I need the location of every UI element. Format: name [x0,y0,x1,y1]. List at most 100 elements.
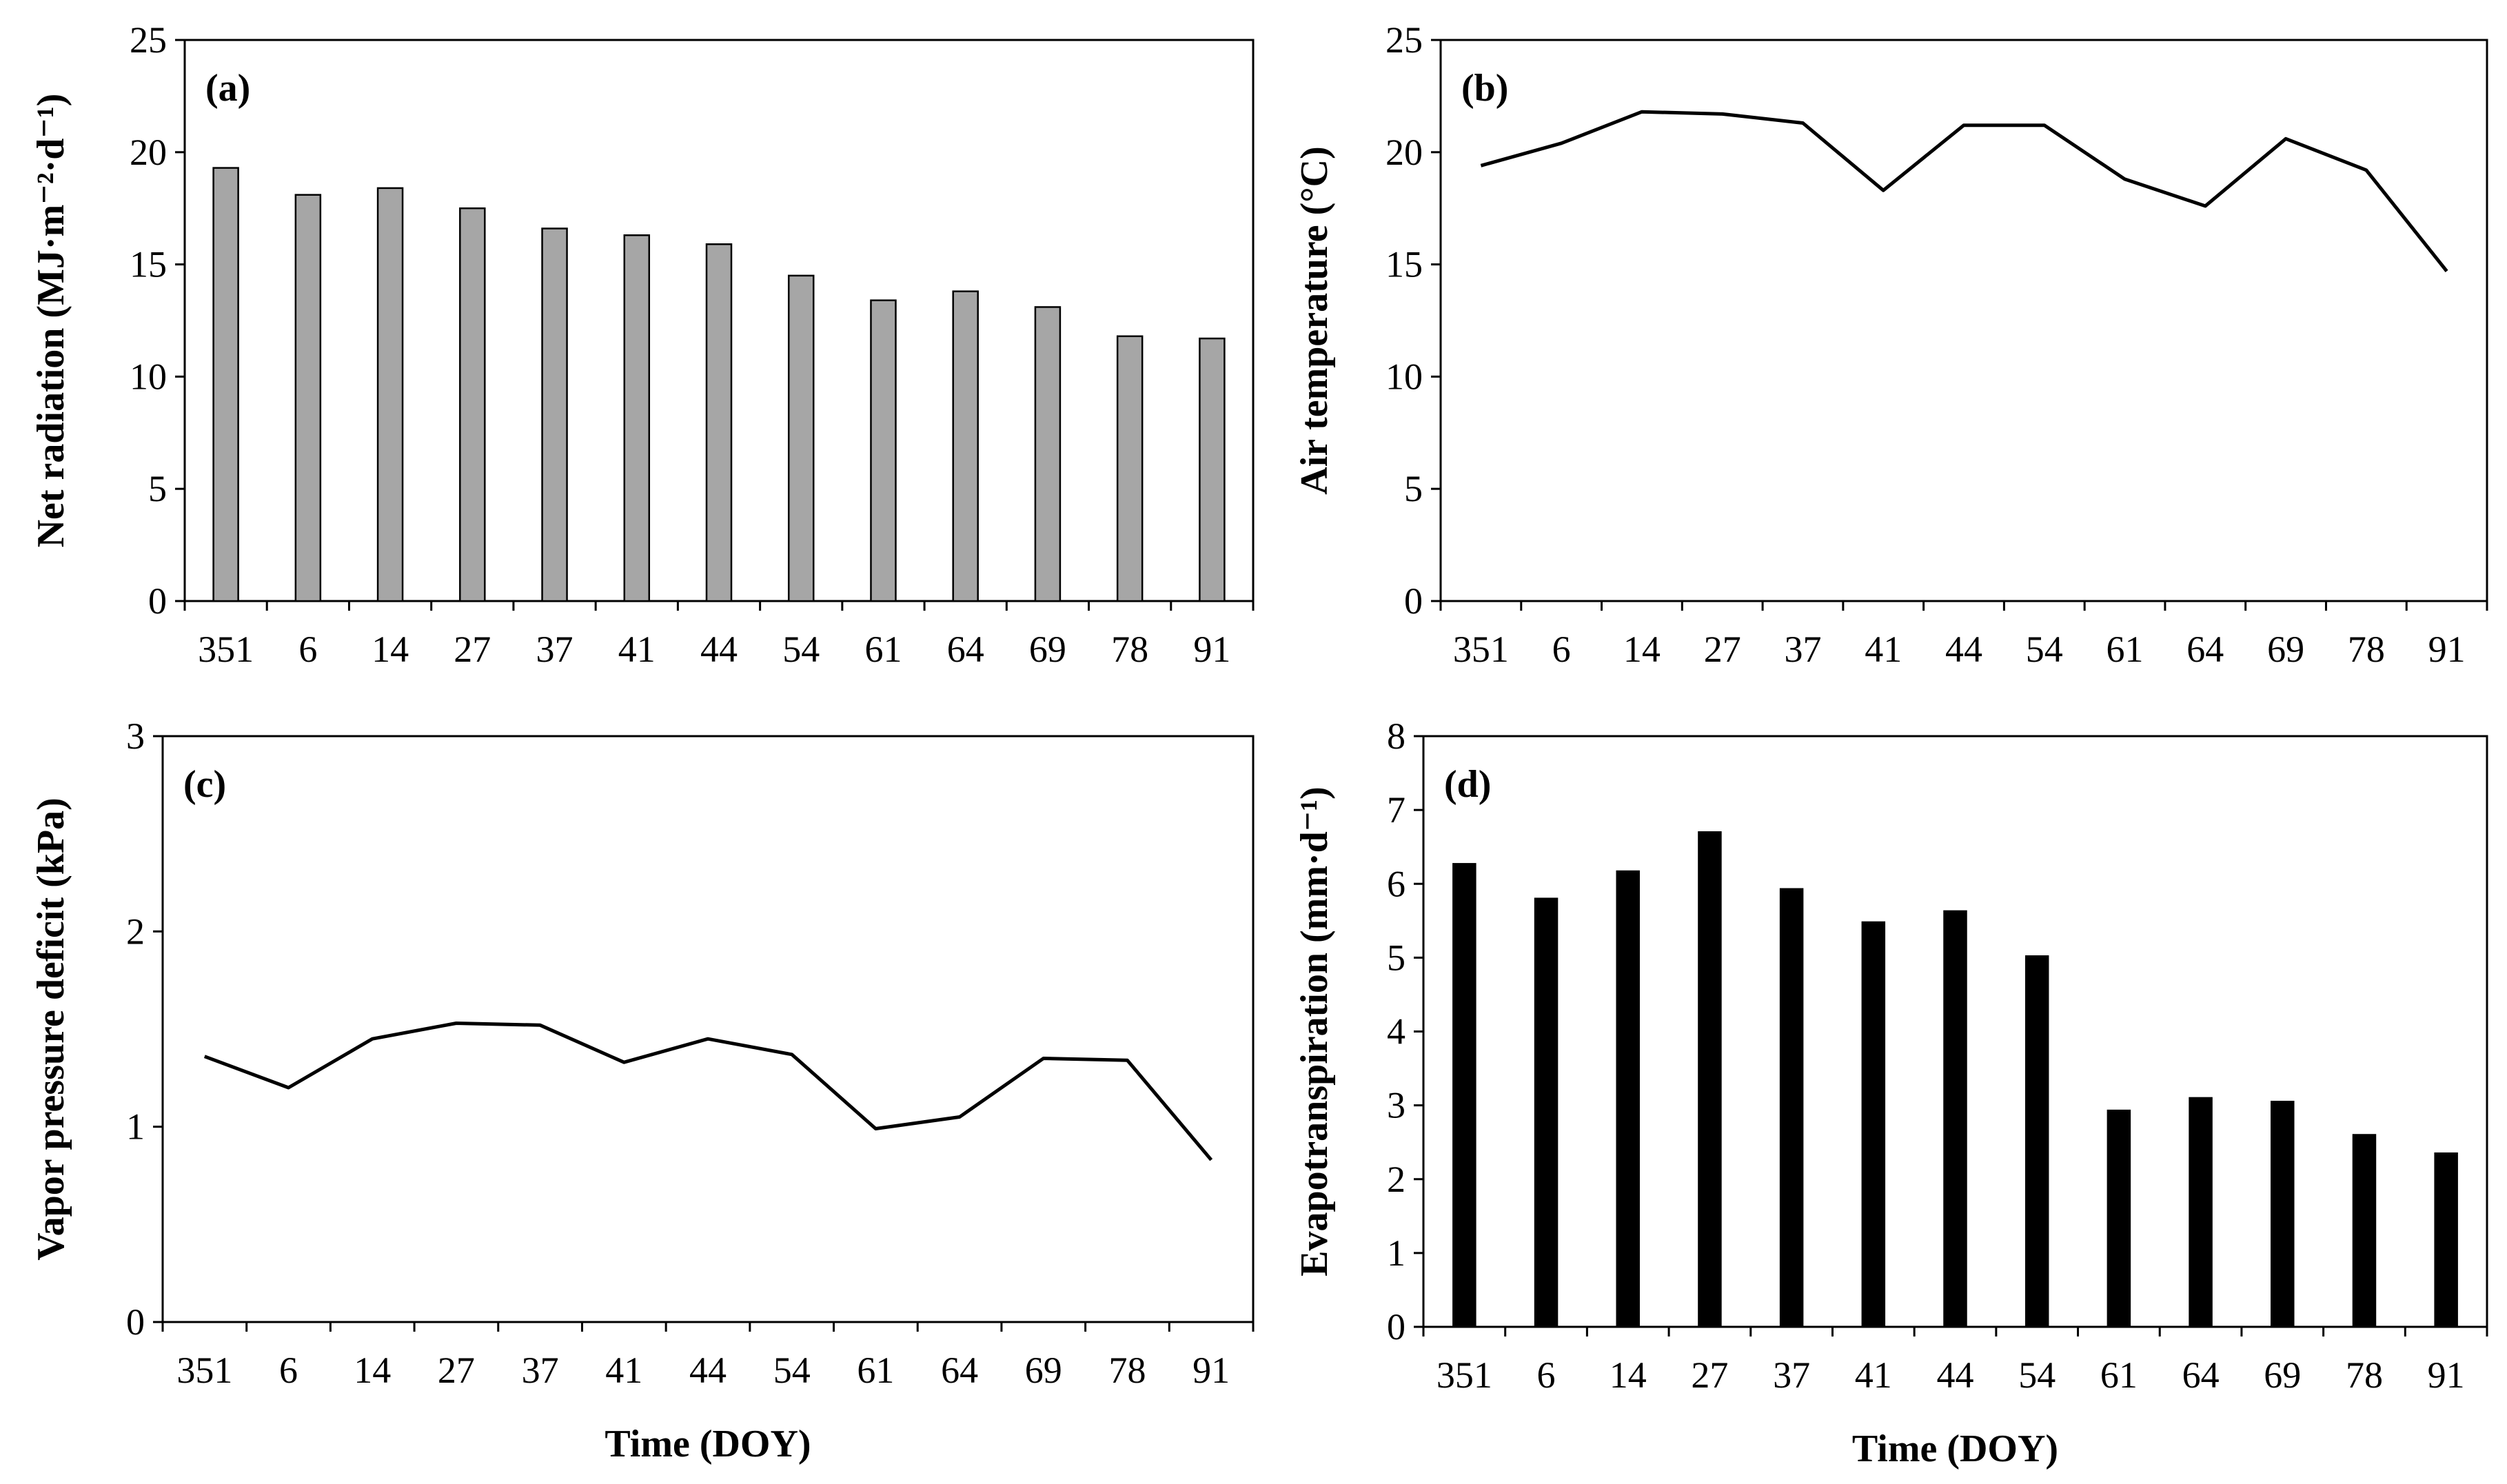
x-tick-label: 6 [298,629,317,670]
x-tick-label: 37 [1784,629,1821,670]
y-tick-label: 25 [1386,19,1423,61]
bar [2024,955,2049,1328]
y-tick-label: 4 [1387,1011,1405,1053]
x-tick-label: 37 [1773,1354,1810,1396]
bar [870,299,897,602]
x-tick-label: 44 [1937,1354,1974,1396]
x-tick-label: 6 [1552,629,1571,670]
bar [787,274,815,602]
panel-label: (a) [205,67,250,110]
x-tick-label: 27 [1691,1354,1728,1396]
y-tick-label: 3 [1387,1085,1405,1126]
bar [1452,863,1476,1328]
y-tick-label: 15 [130,244,167,285]
x-tick-label: 78 [2348,629,2385,670]
bar [1943,910,1967,1328]
x-tick-label: 69 [1025,1350,1062,1391]
y-tick-label: 10 [1386,356,1423,397]
x-tick-label: 44 [1945,629,1982,670]
y-tick-label: 8 [1387,715,1405,757]
panel-label: (c) [183,763,226,806]
bar [1034,306,1062,602]
x-tick-label: 351 [176,1350,232,1391]
x-tick-label: 91 [1192,1350,1230,1391]
x-tick-label: 54 [2018,1354,2056,1396]
bar [1534,897,1559,1328]
x-tick-label: 41 [1855,1354,1892,1396]
panel-label: (b) [1461,67,1508,110]
y-tick-label: 0 [1404,580,1423,622]
bar [2107,1109,2131,1328]
y-tick-label: 2 [1387,1159,1405,1200]
x-tick-label: 69 [2267,629,2304,670]
y-tick-label: 5 [148,468,167,509]
bar [212,167,239,602]
y-tick-label: 2 [126,911,145,952]
bar [541,227,568,602]
bar [2434,1152,2458,1328]
series-line [1480,110,2448,272]
y-tick-label: 5 [1404,468,1423,509]
bar [459,207,486,602]
x-tick-label: 64 [947,629,984,670]
panel-a: 0 5 10 15 20 25 351 6 14 27 37 41 44 54 61 64 69 78 91 (a) N… [30,19,1255,670]
bar [1698,831,1722,1328]
y-tick-label: 25 [130,19,167,61]
y-tick-label: 10 [130,356,167,397]
x-tick-label: 351 [1437,1354,1492,1396]
x-tick-label: 351 [198,629,254,670]
x-tick-label: 41 [605,1350,642,1391]
x-tick-label: 91 [2428,629,2466,670]
x-tick-label: 91 [1193,629,1230,670]
x-tick-label: 61 [2100,1354,2138,1396]
panel-c: 0 1 2 3 351 6 14 27 37 41 44 54 61 64 69 78 91 (c) Vapor p… [30,715,1255,1465]
x-axis-label: Time (DOY) [605,1423,811,1465]
x-tick-label: 37 [536,629,574,670]
panel-b: 0 5 10 15 20 25 351 6 14 27 37 41 44 54 61 64 69 78 91 (b) A… [1293,19,2488,670]
x-tick-label: 6 [279,1350,298,1391]
y-tick-label: 3 [126,715,145,757]
bar [952,290,979,602]
bar [1616,870,1640,1328]
bar [1116,335,1144,602]
y-axis-label: Air temperature (°C) [1293,146,1336,494]
x-tick-label: 351 [1453,629,1509,670]
x-tick-label: 64 [2186,629,2224,670]
y-axis-label: Net radiation (MJ·m⁻²·d⁻¹) [30,94,72,548]
y-tick-label: 0 [148,580,167,622]
bar [376,187,404,602]
x-tick-label: 37 [522,1350,559,1391]
y-tick-label: 7 [1387,789,1405,831]
y-tick-label: 20 [1386,132,1423,173]
y-tick-label: 20 [130,132,167,173]
y-axis-label: Vapor pressure deficit (kPa) [30,797,72,1260]
x-tick-label: 14 [354,1350,391,1391]
bar [1779,888,1804,1328]
x-tick-label: 69 [1029,629,1066,670]
x-tick-label: 54 [782,629,820,670]
bar [1199,337,1226,602]
x-tick-label: 54 [2026,629,2063,670]
y-tick-label: 1 [1387,1232,1405,1274]
y-axis-label: Evapotranspiration (mm·d⁻¹) [1293,786,1336,1277]
x-tick-label: 14 [372,629,409,670]
x-tick-label: 69 [2264,1354,2301,1396]
panel-label: (d) [1444,763,1491,806]
y-tick-label: 0 [1387,1306,1405,1348]
x-tick-label: 78 [1108,1350,1146,1391]
plot-frame [1439,39,2488,602]
x-tick-label: 14 [1623,629,1661,670]
series-line [203,1021,1213,1161]
x-tick-label: 78 [1111,629,1148,670]
x-tick-label: 41 [618,629,656,670]
bar [623,234,651,602]
x-tick-label: 54 [773,1350,811,1391]
bar [2271,1101,2295,1328]
y-tick-label: 15 [1386,244,1423,285]
x-tick-label: 44 [689,1350,727,1391]
y-tick-label: 5 [1387,937,1405,978]
y-tick-label: 0 [126,1301,145,1343]
bar [2189,1097,2213,1328]
x-tick-label: 61 [2107,629,2144,670]
